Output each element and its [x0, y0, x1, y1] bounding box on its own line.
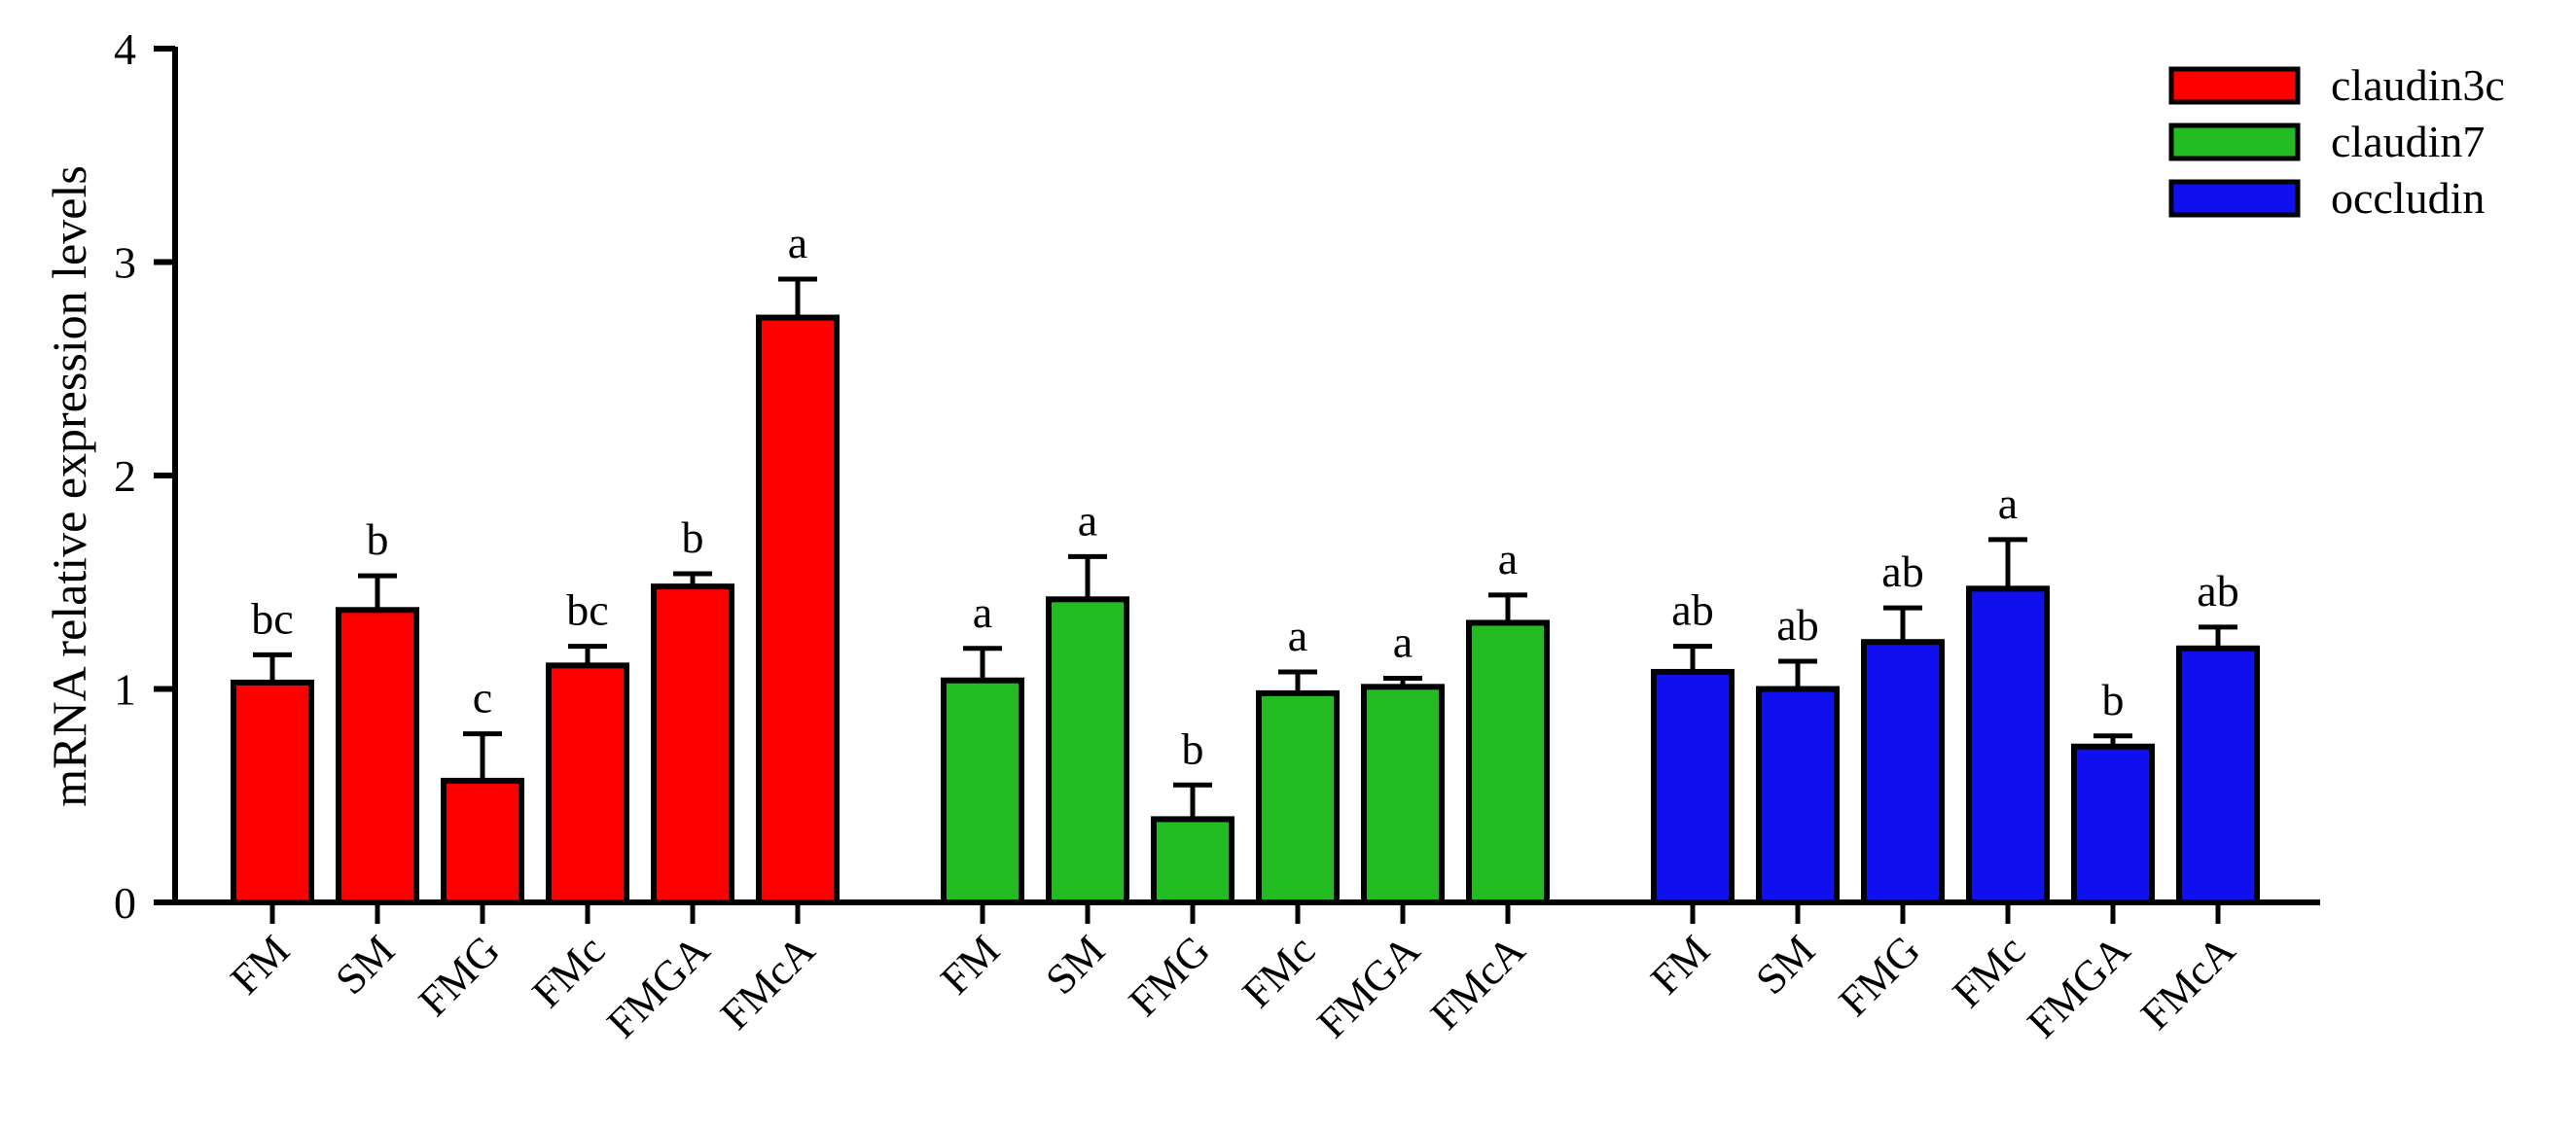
- significance-label: a: [1078, 495, 1097, 545]
- bar-claudin3c-fmca: [756, 314, 840, 905]
- category-label: FM: [221, 926, 299, 1004]
- bar-occludin-fmc: [1966, 585, 2050, 906]
- category-label: SM: [1746, 926, 1824, 1004]
- significance-label: b: [2102, 675, 2125, 724]
- significance-label: c: [473, 673, 492, 723]
- significance-label: a: [1498, 534, 1518, 583]
- significance-label: b: [682, 512, 704, 562]
- bar-claudin7-sm: [1046, 596, 1129, 905]
- category-label: FMG: [1830, 926, 1929, 1025]
- category-label: FM: [931, 926, 1009, 1004]
- significance-label: ab: [1776, 600, 1818, 650]
- category-label: FMc: [523, 926, 614, 1016]
- category-label: FMGA: [2019, 926, 2140, 1047]
- axes: 0 1 2 3 4: [114, 24, 2320, 928]
- significance-label: ab: [1881, 546, 1923, 596]
- category-label: FMGA: [1308, 926, 1430, 1047]
- category-label: SM: [326, 926, 404, 1004]
- bar-claudin7-fmga: [1361, 684, 1445, 905]
- legend-swatch-claudin7: [2168, 123, 2301, 161]
- significance-label: b: [367, 514, 389, 564]
- bar-claudin7-fm: [941, 677, 1024, 905]
- legend-swatch-occludin: [2168, 179, 2301, 218]
- category-label: FMcA: [711, 926, 824, 1039]
- bar-occludin-sm: [1756, 686, 1840, 905]
- legend-swatch-claudin3c: [2168, 66, 2301, 105]
- bar-occludin-fmg: [1861, 639, 1945, 906]
- bar-claudin3c-fmga: [651, 583, 734, 905]
- significance-label: a: [1998, 478, 2018, 528]
- y-tick-label: 3: [114, 238, 136, 288]
- y-tick-label: 0: [114, 878, 136, 928]
- bar-claudin3c-fm: [231, 679, 314, 905]
- bar-claudin3c-sm: [336, 607, 419, 905]
- y-axis-label: mRNA relative expression levels: [42, 165, 96, 807]
- y-tick-label: 4: [114, 24, 136, 74]
- bar-claudin7-fmca: [1466, 619, 1550, 906]
- category-label: FMcA: [1421, 926, 1534, 1039]
- y-tick-label: 1: [114, 665, 136, 715]
- significance-label: bc: [251, 593, 293, 643]
- category-label: FMGA: [598, 926, 720, 1047]
- category-label: FMc: [1944, 926, 2034, 1016]
- legend: claudin3c claudin7 occludin: [2168, 60, 2505, 223]
- significance-label: ab: [2197, 566, 2238, 616]
- significance-label: b: [1182, 723, 1204, 773]
- significance-label: a: [1288, 611, 1307, 660]
- significance-label: a: [788, 218, 807, 267]
- category-label: SM: [1036, 926, 1114, 1004]
- significance-label: bc: [566, 585, 608, 635]
- legend-label-claudin7: claudin7: [2331, 117, 2485, 166]
- legend-label-claudin3c: claudin3c: [2331, 60, 2505, 110]
- significance-label: ab: [1671, 585, 1713, 635]
- category-label: FMG: [1120, 926, 1219, 1025]
- bar-occludin-fmca: [2176, 645, 2260, 905]
- legend-label-occludin: occludin: [2331, 173, 2485, 223]
- category-label: FM: [1641, 926, 1719, 1004]
- bar-claudin7-fmc: [1256, 689, 1340, 906]
- bar-claudin3c-fmg: [441, 777, 524, 906]
- y-tick-label: 2: [114, 451, 136, 501]
- category-label: FMc: [1234, 926, 1324, 1016]
- category-label: FMG: [410, 926, 509, 1025]
- bar-claudin7-fmg: [1151, 816, 1234, 906]
- significance-label: a: [1393, 617, 1413, 667]
- bar-occludin-fm: [1651, 668, 1735, 905]
- category-label: FMcA: [2131, 926, 2244, 1039]
- bar-claudin3c-fmc: [546, 662, 629, 905]
- significance-label: a: [973, 587, 992, 637]
- bar-occludin-fmga: [2071, 743, 2155, 906]
